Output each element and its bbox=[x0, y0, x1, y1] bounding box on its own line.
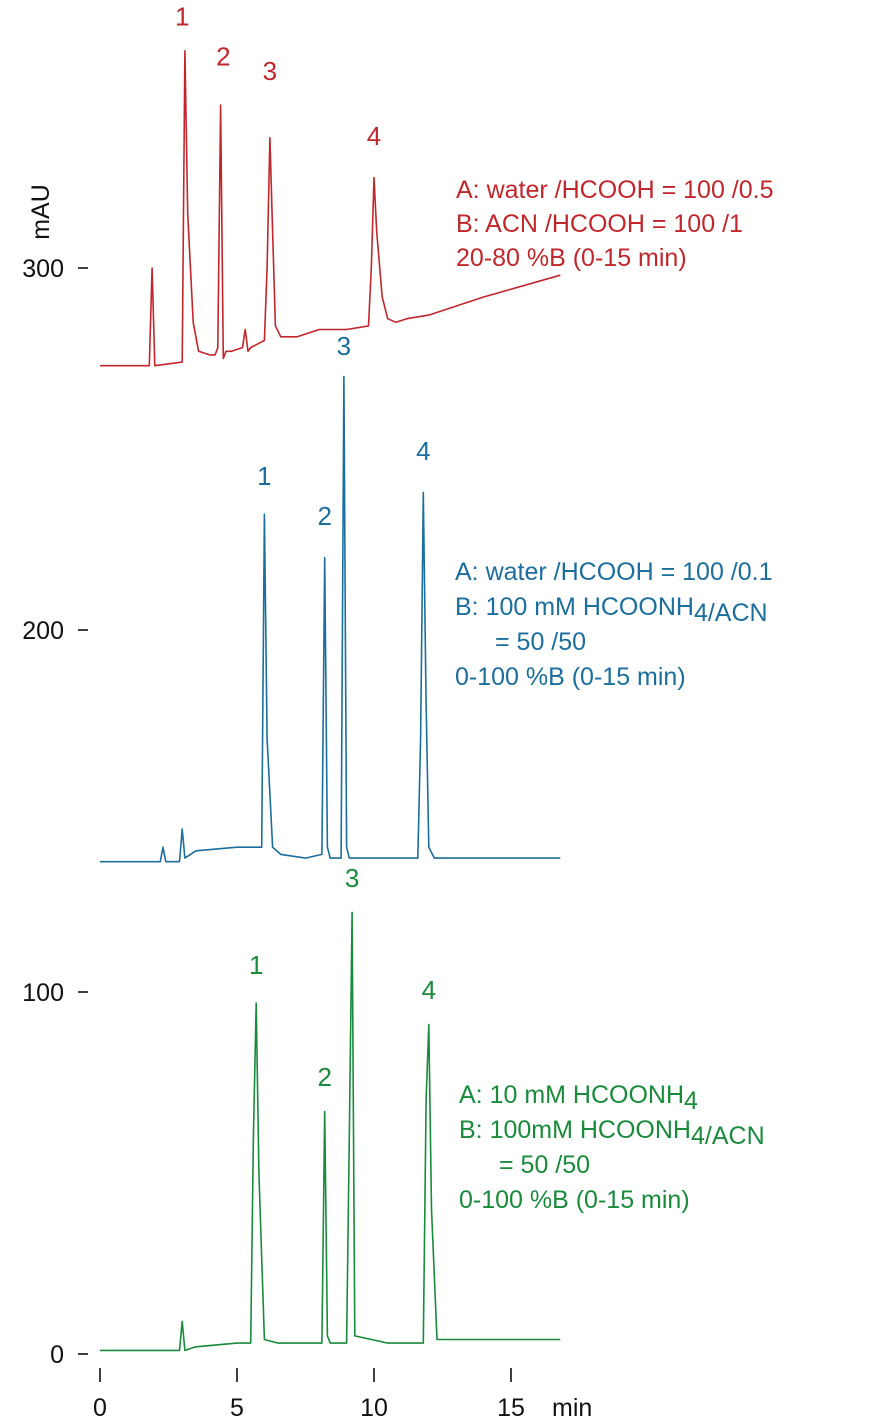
condition-line: B: 100 mM HCOONH4/ACN bbox=[455, 593, 768, 627]
peak-label: 3 bbox=[337, 331, 351, 361]
peak-label: 4 bbox=[422, 975, 436, 1005]
peak-label: 2 bbox=[216, 41, 230, 71]
condition-line: = 50 /50 bbox=[495, 628, 586, 656]
y-tick-label: 100 bbox=[22, 979, 64, 1007]
condition-line: A: 10 mM HCOONH4 bbox=[459, 1081, 698, 1115]
peak-label: 1 bbox=[249, 950, 263, 980]
axis-layer: 0 100 200 300 mAU 0 5 10 15 min bbox=[22, 184, 592, 1422]
y-axis-label: mAU bbox=[27, 184, 55, 240]
peak-label: 3 bbox=[345, 863, 359, 893]
series-line-2 bbox=[100, 375, 561, 863]
y-tick-label: 0 bbox=[50, 1341, 64, 1369]
peak-label: 4 bbox=[416, 436, 430, 466]
series-layer bbox=[100, 50, 561, 1352]
condition-line: 20-80 %B (0-15 min) bbox=[456, 244, 687, 272]
series-line-3 bbox=[100, 911, 561, 1352]
peak-label: 2 bbox=[317, 1062, 331, 1092]
series-line-1 bbox=[100, 50, 561, 367]
condition-line: 0-100 %B (0-15 min) bbox=[455, 663, 686, 691]
condition-line: A: water /HCOOH = 100 /0.1 bbox=[455, 558, 773, 586]
peak-label: 1 bbox=[175, 1, 189, 31]
x-tick-label: 5 bbox=[230, 1394, 244, 1422]
peak-label: 4 bbox=[367, 121, 381, 151]
condition-line: A: water /HCOOH = 100 /0.5 bbox=[456, 176, 774, 204]
condition-line: = 50 /50 bbox=[499, 1151, 590, 1179]
x-tick-label: 15 bbox=[497, 1394, 525, 1422]
peak-label: 3 bbox=[263, 56, 277, 86]
condition-line: B: ACN /HCOOH = 100 /1 bbox=[456, 210, 743, 238]
x-tick-label: 10 bbox=[360, 1394, 388, 1422]
annotation-layer: A: water /HCOOH = 100 /0.5 B: ACN /HCOOH … bbox=[455, 176, 774, 1214]
x-tick-label: 0 bbox=[93, 1394, 107, 1422]
peak-label: 2 bbox=[317, 501, 331, 531]
x-axis-unit: min bbox=[552, 1394, 592, 1422]
condition-line: 0-100 %B (0-15 min) bbox=[459, 1186, 690, 1214]
y-tick-label: 300 bbox=[22, 255, 64, 283]
peak-label: 1 bbox=[257, 461, 271, 491]
y-tick-label: 200 bbox=[22, 617, 64, 645]
condition-line: B: 100mM HCOONH4/ACN bbox=[459, 1116, 765, 1150]
